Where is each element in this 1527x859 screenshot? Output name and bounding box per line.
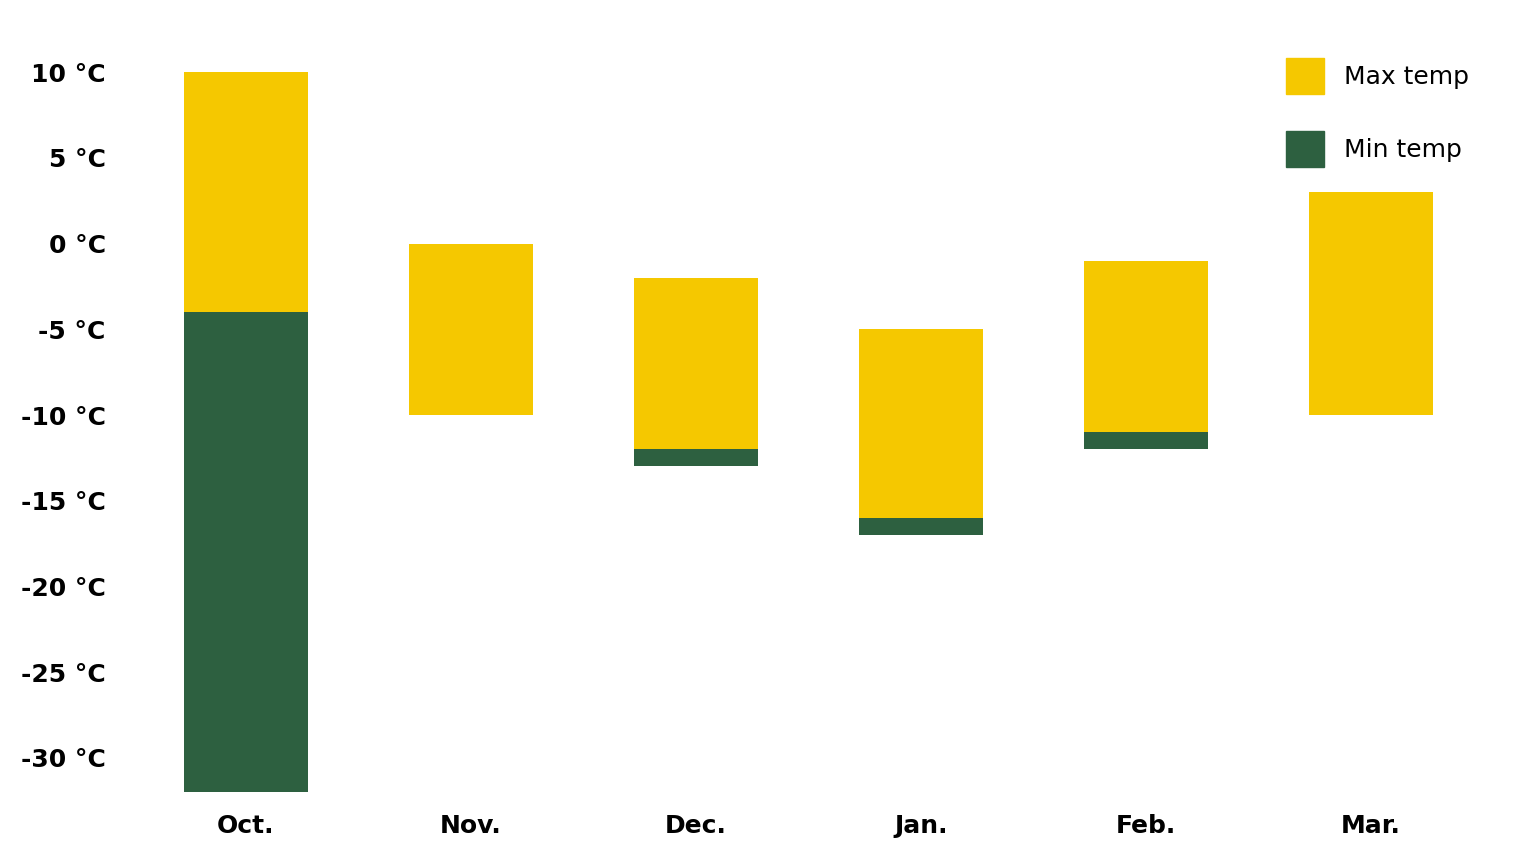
Bar <box>860 518 983 535</box>
Bar <box>1084 261 1208 432</box>
Bar <box>634 449 757 466</box>
Bar <box>1084 432 1208 449</box>
Bar <box>409 244 533 415</box>
Legend: Max temp, Min temp: Max temp, Min temp <box>1261 34 1493 192</box>
Bar <box>860 329 983 518</box>
Bar <box>1309 192 1432 415</box>
Bar <box>634 278 757 449</box>
Bar <box>183 72 307 312</box>
Bar <box>183 312 307 792</box>
